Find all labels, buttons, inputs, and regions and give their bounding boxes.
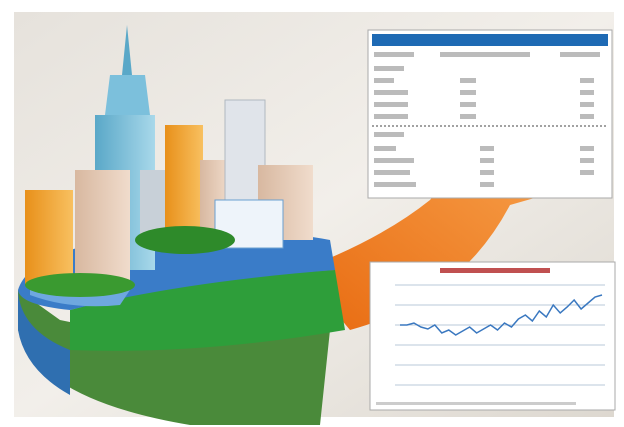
chart-note-illegible [376,402,576,405]
trees [25,273,135,297]
table-header [372,34,608,46]
tower-top [105,75,150,115]
building [25,190,73,285]
building [140,170,165,235]
trees [135,226,235,254]
building [75,170,130,280]
chart-title-illegible [440,268,550,273]
illustration [0,0,624,427]
building [165,125,203,235]
chart-card [370,262,615,410]
